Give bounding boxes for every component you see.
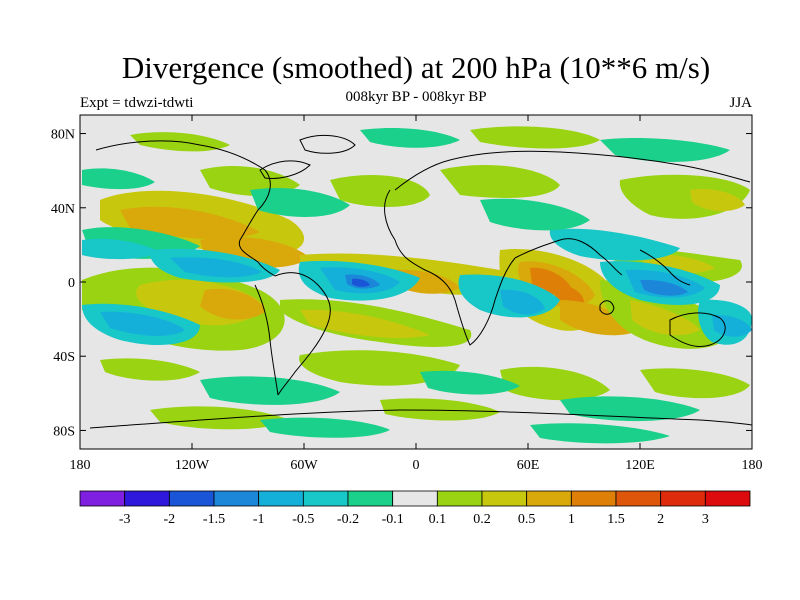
colorbar-label: -2 bbox=[163, 512, 175, 527]
lon-tick-label: 180 bbox=[742, 458, 763, 473]
experiment-label: Expt = tdwzi-tdwti bbox=[80, 95, 194, 111]
map-axis-ticks: 80N 40N 0 40S 80S 180 120W 60W 0 60E 120E 180 bbox=[51, 115, 763, 473]
colorbar-label: -0.1 bbox=[382, 512, 404, 527]
colorbar-label: 3 bbox=[702, 512, 709, 527]
lat-tick-label: 80N bbox=[51, 128, 75, 143]
map-panel: 80N 40N 0 40S 80S 180 120W 60W 0 60E 120E 180 bbox=[51, 114, 763, 473]
colorbar-label: 1.5 bbox=[607, 512, 625, 527]
colorbar-label: -0.5 bbox=[292, 512, 314, 527]
negative-anomalies bbox=[82, 128, 752, 444]
season-label: JJA bbox=[729, 95, 752, 111]
colorbar-swatch bbox=[347, 490, 394, 507]
plot-subtitle: 008kyr BP - 008kyr BP bbox=[345, 89, 487, 105]
divergence-field bbox=[82, 126, 752, 444]
colorbar-swatch bbox=[168, 490, 215, 507]
colorbar-label: 0.1 bbox=[429, 512, 447, 527]
lon-tick-label: 120W bbox=[175, 458, 210, 473]
colorbar-label: -0.2 bbox=[337, 512, 359, 527]
colorbar-swatch bbox=[526, 490, 572, 507]
colorbar-label: -1.5 bbox=[203, 512, 225, 527]
colorbar-label: 0.2 bbox=[473, 512, 491, 527]
lon-tick-label: 0 bbox=[413, 458, 420, 473]
colorbar-swatch bbox=[79, 490, 126, 507]
colorbar-label: 1 bbox=[568, 512, 575, 527]
colorbar-swatch bbox=[570, 490, 617, 507]
colorbar-swatch bbox=[704, 490, 751, 507]
lon-tick-label: 60E bbox=[517, 458, 540, 473]
lat-tick-label: 40N bbox=[51, 202, 75, 217]
lon-tick-label: 180 bbox=[70, 458, 91, 473]
colorbar-swatch bbox=[213, 490, 260, 507]
colorbar-swatch bbox=[302, 490, 349, 507]
colorbar-swatch bbox=[481, 490, 528, 507]
colorbar: -3 -2 -1.5 -1 -0.5 -0.2 -0.1 0.1 0.2 0.5 1 1.5 2 3 bbox=[79, 490, 751, 527]
colorbar-swatch bbox=[258, 490, 304, 507]
colorbar-swatch bbox=[392, 490, 438, 507]
lon-tick-label: 120E bbox=[625, 458, 655, 473]
colorbar-label: -1 bbox=[253, 512, 265, 527]
colorbar-label: 2 bbox=[657, 512, 664, 527]
lat-tick-label: 40S bbox=[53, 350, 75, 365]
lat-tick-label: 0 bbox=[68, 276, 75, 291]
colorbar-swatch bbox=[615, 490, 662, 507]
colorbar-label: -3 bbox=[119, 512, 131, 527]
colorbar-swatch bbox=[660, 490, 706, 507]
plot-title: Divergence (smoothed) at 200 hPa (10**6 … bbox=[121, 50, 711, 85]
colorbar-swatch bbox=[436, 490, 483, 507]
colorbar-swatch bbox=[124, 490, 170, 507]
lat-tick-label: 80S bbox=[53, 424, 75, 439]
colorbar-label: 0.5 bbox=[518, 512, 536, 527]
lon-tick-label: 60W bbox=[290, 458, 318, 473]
coastlines bbox=[89, 134, 752, 429]
